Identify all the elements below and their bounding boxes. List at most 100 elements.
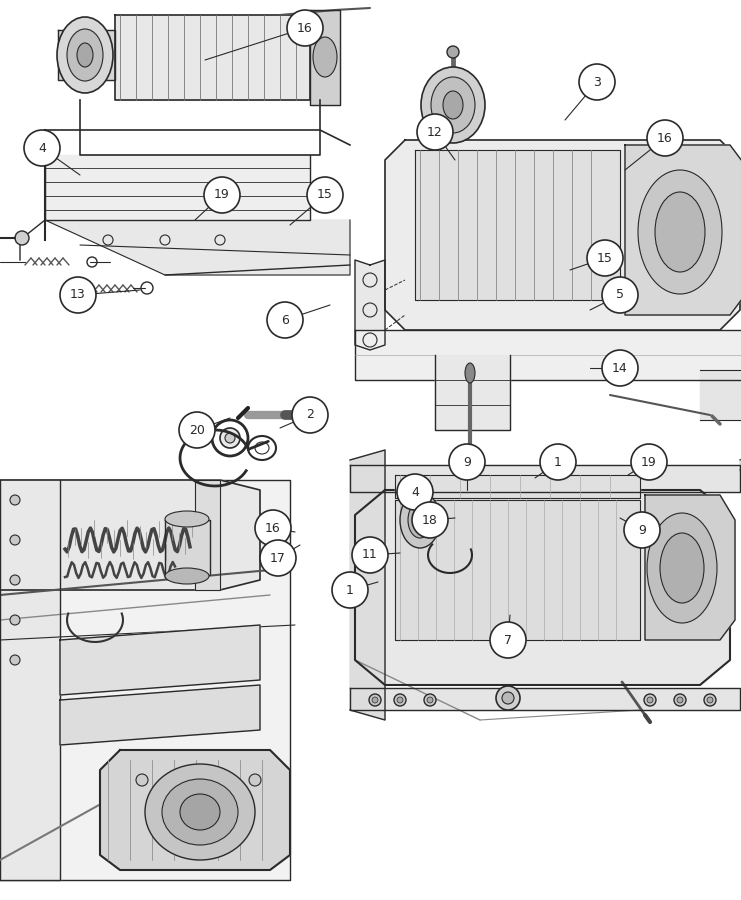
Text: 20: 20	[189, 424, 205, 436]
Text: 16: 16	[657, 131, 673, 145]
Ellipse shape	[10, 655, 20, 665]
Circle shape	[490, 622, 526, 658]
Text: 4: 4	[38, 141, 46, 155]
Ellipse shape	[57, 17, 113, 93]
Ellipse shape	[10, 575, 20, 585]
Text: 15: 15	[597, 251, 613, 265]
Circle shape	[179, 412, 215, 448]
Text: 13: 13	[70, 289, 86, 302]
Circle shape	[332, 572, 368, 608]
Polygon shape	[0, 480, 290, 880]
Circle shape	[417, 114, 453, 150]
Ellipse shape	[10, 495, 20, 505]
Ellipse shape	[447, 46, 459, 58]
Ellipse shape	[10, 615, 20, 625]
Ellipse shape	[400, 492, 440, 548]
Text: 11: 11	[362, 548, 378, 562]
Ellipse shape	[424, 694, 436, 706]
Ellipse shape	[647, 513, 717, 623]
Circle shape	[204, 177, 240, 213]
Text: 5: 5	[616, 289, 624, 302]
Polygon shape	[355, 260, 385, 350]
Circle shape	[352, 537, 388, 573]
Polygon shape	[60, 685, 260, 745]
Ellipse shape	[10, 535, 20, 545]
Polygon shape	[0, 480, 60, 880]
Ellipse shape	[136, 774, 148, 786]
Ellipse shape	[408, 502, 432, 538]
Text: 19: 19	[641, 455, 657, 469]
Circle shape	[24, 130, 60, 166]
Text: 2: 2	[306, 409, 314, 421]
Ellipse shape	[67, 29, 103, 81]
Circle shape	[397, 474, 433, 510]
Polygon shape	[350, 688, 740, 710]
Circle shape	[255, 510, 291, 546]
Circle shape	[602, 350, 638, 386]
Text: 7: 7	[504, 634, 512, 646]
Ellipse shape	[647, 697, 653, 703]
Ellipse shape	[421, 67, 485, 143]
Text: 4: 4	[411, 485, 419, 499]
Ellipse shape	[165, 511, 209, 527]
Circle shape	[624, 512, 660, 548]
Ellipse shape	[220, 428, 240, 448]
Polygon shape	[355, 330, 741, 380]
Polygon shape	[165, 520, 210, 575]
Ellipse shape	[502, 692, 514, 704]
Ellipse shape	[300, 407, 316, 423]
Polygon shape	[625, 145, 741, 315]
Polygon shape	[58, 30, 115, 80]
Ellipse shape	[465, 363, 475, 383]
Polygon shape	[350, 450, 385, 720]
Ellipse shape	[427, 697, 433, 703]
Circle shape	[267, 302, 303, 338]
Circle shape	[287, 10, 323, 46]
Polygon shape	[350, 465, 740, 492]
Polygon shape	[310, 10, 340, 105]
Polygon shape	[700, 370, 741, 420]
Ellipse shape	[660, 533, 704, 603]
Text: 17: 17	[270, 552, 286, 564]
Text: 16: 16	[265, 521, 281, 535]
Polygon shape	[415, 150, 620, 300]
Text: 9: 9	[463, 455, 471, 469]
Polygon shape	[45, 220, 350, 275]
Text: 18: 18	[422, 514, 438, 526]
Ellipse shape	[162, 779, 238, 845]
Polygon shape	[435, 355, 510, 430]
Ellipse shape	[496, 686, 520, 710]
Text: 15: 15	[317, 188, 333, 202]
Text: 16: 16	[297, 22, 313, 34]
Text: 1: 1	[346, 583, 354, 597]
Circle shape	[647, 120, 683, 156]
Text: 3: 3	[593, 76, 601, 88]
Ellipse shape	[431, 77, 475, 133]
Polygon shape	[355, 490, 730, 685]
Circle shape	[540, 444, 576, 480]
Ellipse shape	[443, 91, 463, 119]
Polygon shape	[385, 140, 740, 330]
Polygon shape	[45, 155, 310, 220]
Circle shape	[307, 177, 343, 213]
Circle shape	[292, 397, 328, 433]
Circle shape	[260, 540, 296, 576]
Ellipse shape	[165, 568, 209, 584]
Ellipse shape	[704, 694, 716, 706]
Ellipse shape	[394, 694, 406, 706]
Text: 9: 9	[638, 524, 646, 536]
Ellipse shape	[372, 697, 378, 703]
Circle shape	[449, 444, 485, 480]
Ellipse shape	[145, 764, 255, 860]
Ellipse shape	[707, 697, 713, 703]
Text: 12: 12	[427, 125, 443, 139]
Ellipse shape	[249, 774, 261, 786]
Ellipse shape	[313, 37, 337, 77]
Ellipse shape	[180, 794, 220, 830]
Ellipse shape	[369, 694, 381, 706]
Polygon shape	[60, 625, 260, 695]
Ellipse shape	[77, 43, 93, 67]
Circle shape	[579, 64, 615, 100]
Text: 19: 19	[214, 188, 230, 202]
Ellipse shape	[674, 694, 686, 706]
